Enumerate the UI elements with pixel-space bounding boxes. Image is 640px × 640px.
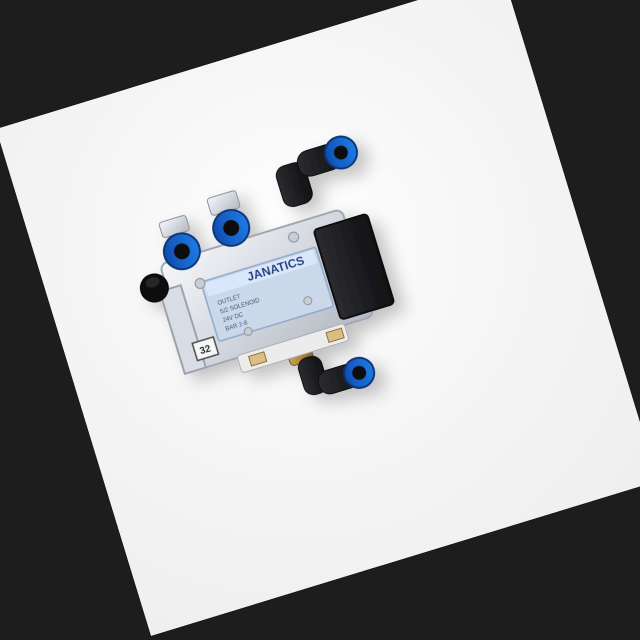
photo-scene: JANATICS OUTLET 5/2 SOLENOID 24V DC BAR …: [0, 0, 640, 640]
white-background-card: [0, 0, 640, 636]
